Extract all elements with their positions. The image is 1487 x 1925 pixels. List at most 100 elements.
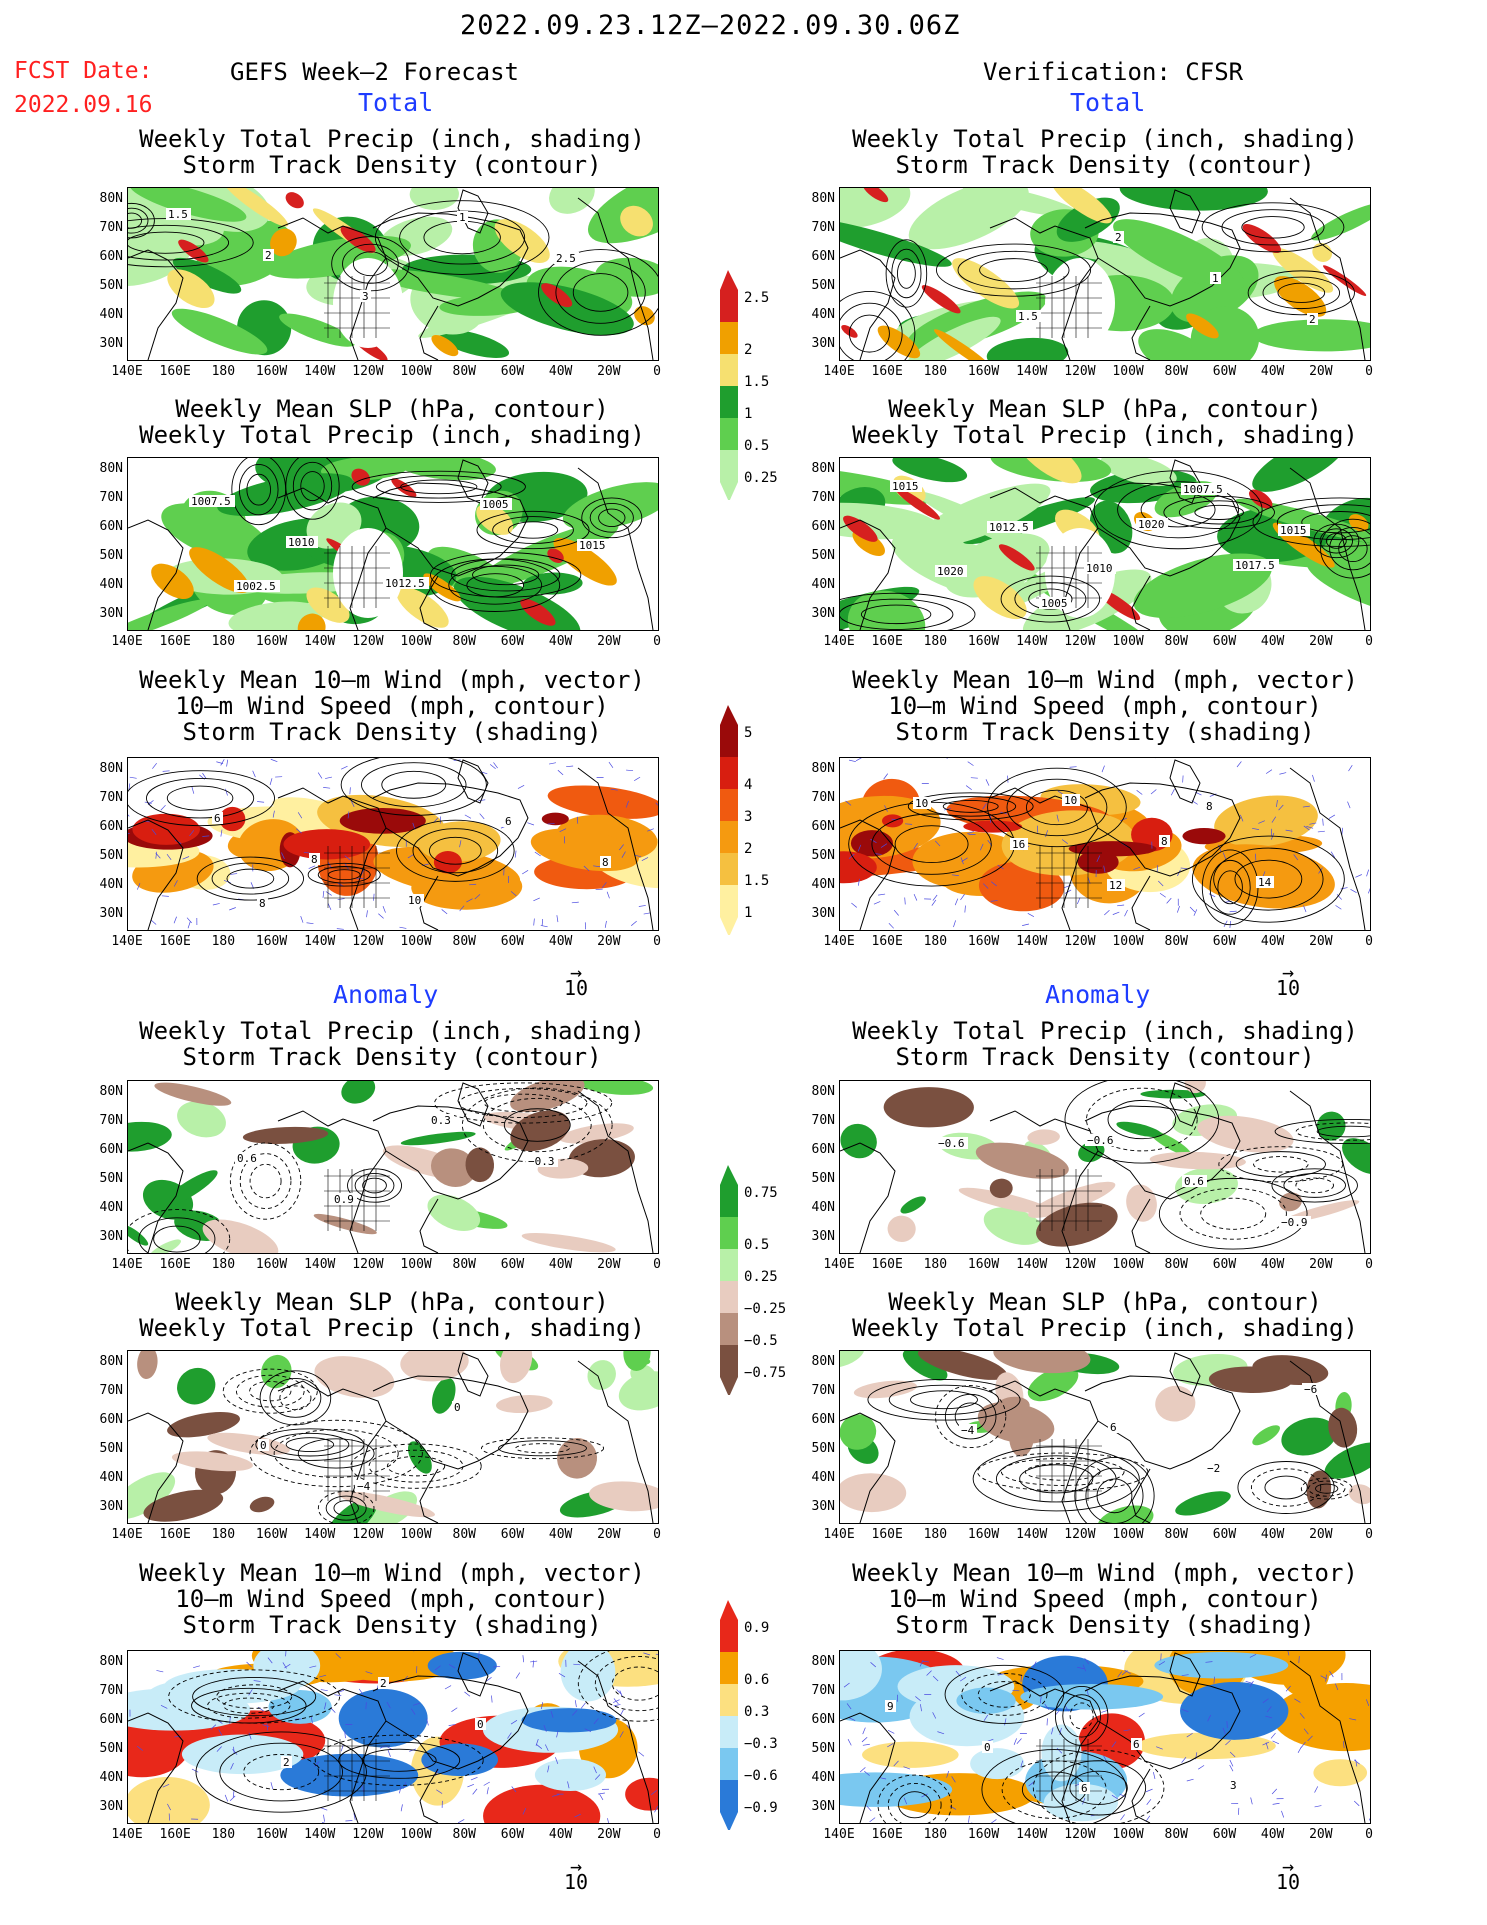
- coastline: [1084, 1675, 1241, 1770]
- wind-vector: [626, 769, 634, 772]
- wind-vector: [536, 1744, 543, 1749]
- lon-label: 160E: [871, 1527, 903, 1542]
- contour-line: [222, 1368, 318, 1414]
- wind-vector: [1302, 805, 1310, 808]
- wind-vector: [1245, 1680, 1253, 1684]
- coastline: [419, 575, 439, 630]
- wind-vector: [932, 894, 938, 901]
- wind-vector: [932, 1712, 937, 1719]
- contour-label-bg: [309, 853, 320, 865]
- contour-line: [1315, 1483, 1339, 1494]
- contour-line: [995, 1455, 1117, 1503]
- colorbar-label: 3: [744, 809, 752, 825]
- lon-label: 100W: [400, 934, 432, 949]
- lat-label: 80N: [99, 1354, 123, 1369]
- wind-vector: [1133, 866, 1141, 870]
- wind-vector: [464, 1691, 471, 1697]
- coastline: [840, 249, 896, 360]
- colorbar-label: 0.6: [744, 1672, 769, 1688]
- colorbar-canvas: 0.75 0.5 0.25 −0.25 −0.5 −0.75: [720, 1165, 786, 1397]
- wind-vector: [555, 1757, 559, 1764]
- contour-line: [1329, 526, 1370, 571]
- contour-label-bg: [1279, 1216, 1311, 1228]
- lon-label: 120W: [352, 1257, 384, 1272]
- wind-vector: [129, 776, 137, 779]
- contour-label-bg: [189, 495, 235, 507]
- wind-vector: [257, 801, 265, 803]
- wind-vector: [340, 1744, 344, 1752]
- precip-shade: [541, 283, 573, 308]
- precip-anom-shade: [1281, 1417, 1337, 1456]
- precip-shade: [1274, 276, 1327, 317]
- colorbar-label: 1.5: [744, 873, 769, 889]
- wind-vector: [1059, 1727, 1062, 1735]
- title-cfsr-slp-total: Weekly Mean SLP (hPa, contour) Weekly To…: [795, 396, 1415, 448]
- coastline: [128, 819, 184, 930]
- precip-shade: [973, 576, 1027, 620]
- lon-label: 20W: [597, 1527, 621, 1542]
- precip-anom-shade: [887, 1215, 916, 1242]
- wind-vector: [160, 804, 166, 811]
- wind-vector: [857, 878, 860, 886]
- contour-line: [907, 792, 1034, 821]
- contour-line: [555, 261, 646, 324]
- lon-label: 160W: [967, 934, 1000, 949]
- coastline: [1289, 1360, 1366, 1523]
- lon-label: 100W: [1112, 634, 1144, 649]
- lat-label: 50N: [99, 848, 123, 863]
- title-gefs-precip-anom: Weekly Total Precip (inch, shading) Stor…: [82, 1018, 702, 1070]
- contour-label: 1.5: [168, 208, 188, 221]
- colorbar-swatch: [720, 1684, 738, 1716]
- title-cfsr-wind-anom: Weekly Mean 10–m Wind (mph, vector) 10–m…: [795, 1560, 1415, 1638]
- wind-vector: [317, 772, 323, 779]
- wind-vector: [483, 1781, 490, 1786]
- wind-vector: [1039, 1696, 1042, 1704]
- wind-vector: [851, 902, 858, 908]
- wind-vector: [1278, 804, 1284, 811]
- wind-vector: [310, 1716, 313, 1724]
- wind-vector: [920, 1704, 922, 1712]
- contour-line: [128, 218, 254, 268]
- precip-anom-shade: [510, 1110, 570, 1152]
- title-line-2: 10–m Wind Speed (mph, contour): [175, 692, 609, 720]
- wind-vector: [527, 822, 535, 826]
- wind-vector: [1055, 1708, 1061, 1715]
- coastline: [840, 1142, 896, 1253]
- contour-label: 2: [283, 1756, 290, 1769]
- contour-line: [1140, 492, 1216, 528]
- colorbar-swatch: [720, 1716, 738, 1748]
- coastline: [457, 189, 489, 234]
- colorbar-top-arrow: [720, 1165, 738, 1185]
- lon-label: 180: [923, 634, 948, 649]
- vector-ref-value: 10: [1275, 1870, 1301, 1894]
- precip-anom-shade: [431, 1377, 456, 1414]
- precip-anom-shade: [1097, 1505, 1154, 1523]
- wind-vector: [1208, 893, 1216, 898]
- lon-label: 60W: [1212, 1827, 1237, 1842]
- lat-label: 30N: [99, 1799, 123, 1814]
- wind-vector: [1265, 769, 1273, 774]
- contour-line: [340, 758, 487, 816]
- contour-label-bg: [281, 1756, 292, 1768]
- wind-vector: [997, 1673, 1005, 1676]
- lon-label: 80W: [1164, 1527, 1188, 1542]
- contour-label-bg: [600, 856, 611, 868]
- wind-vector: [522, 1808, 527, 1815]
- contour-label-bg: [1039, 597, 1071, 609]
- lon-label: 40W: [548, 634, 573, 649]
- wind-vector: [572, 1710, 578, 1716]
- wind-vector: [960, 894, 965, 901]
- wind-vector: [556, 915, 559, 923]
- contour-line: [243, 1753, 320, 1791]
- wind-vector: [961, 857, 968, 862]
- contour-label: 8: [311, 853, 318, 866]
- contour-label: 1010: [1086, 562, 1113, 575]
- wind-vector: [1348, 764, 1353, 772]
- wind-vector: [1281, 1810, 1285, 1818]
- fcst-date-value: 2022.09.16: [14, 92, 153, 118]
- wind-vector: [1307, 1735, 1313, 1742]
- wind-vector: [983, 1714, 989, 1721]
- lon-label: 160E: [159, 1527, 191, 1542]
- precip-anom-shade: [242, 1126, 329, 1144]
- lat-label: 40N: [99, 307, 123, 322]
